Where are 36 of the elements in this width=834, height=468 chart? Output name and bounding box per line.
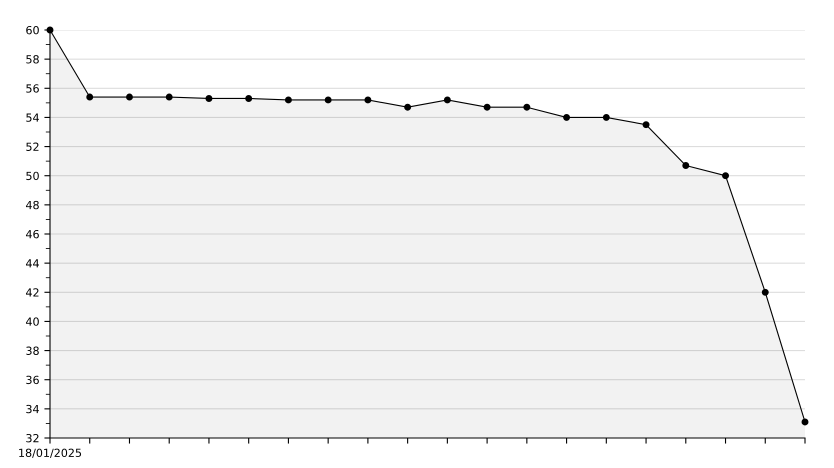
y-tick-label: 56 — [26, 84, 39, 93]
point — [642, 121, 650, 128]
point — [284, 96, 292, 104]
point — [404, 104, 412, 111]
point — [444, 96, 451, 104]
point — [682, 162, 690, 169]
point — [205, 95, 212, 102]
point — [563, 114, 570, 121]
point — [523, 104, 530, 111]
y-tick-label: 40 — [26, 317, 39, 326]
y-tick-label: 54 — [26, 114, 39, 122]
y-tick-label: 46 — [26, 230, 39, 238]
point — [802, 418, 808, 426]
y-tick-label: 60 — [26, 26, 39, 34]
y-tick-label: 38 — [26, 346, 39, 355]
point — [46, 26, 54, 34]
y-tick-label: 52 — [26, 142, 38, 151]
y-tick-label: 42 — [26, 288, 38, 297]
point — [245, 95, 252, 102]
y-tick-label: 32 — [26, 434, 38, 442]
y-tick-label: 36 — [26, 376, 39, 384]
point — [126, 94, 133, 100]
point — [762, 288, 769, 296]
y-tick-label: 58 — [26, 55, 39, 64]
point — [484, 104, 491, 111]
point — [324, 96, 332, 104]
point — [166, 94, 173, 100]
y-tick-label: 48 — [26, 200, 39, 210]
point — [86, 94, 94, 100]
x-tick-label: 18/01/2025 — [19, 448, 82, 458]
point — [364, 96, 372, 104]
point — [602, 114, 610, 121]
y-tick-label: 50 — [26, 172, 39, 180]
y-tick-label: 44 — [26, 259, 39, 268]
point — [722, 172, 729, 180]
y-tick-label: 34 — [26, 404, 39, 414]
